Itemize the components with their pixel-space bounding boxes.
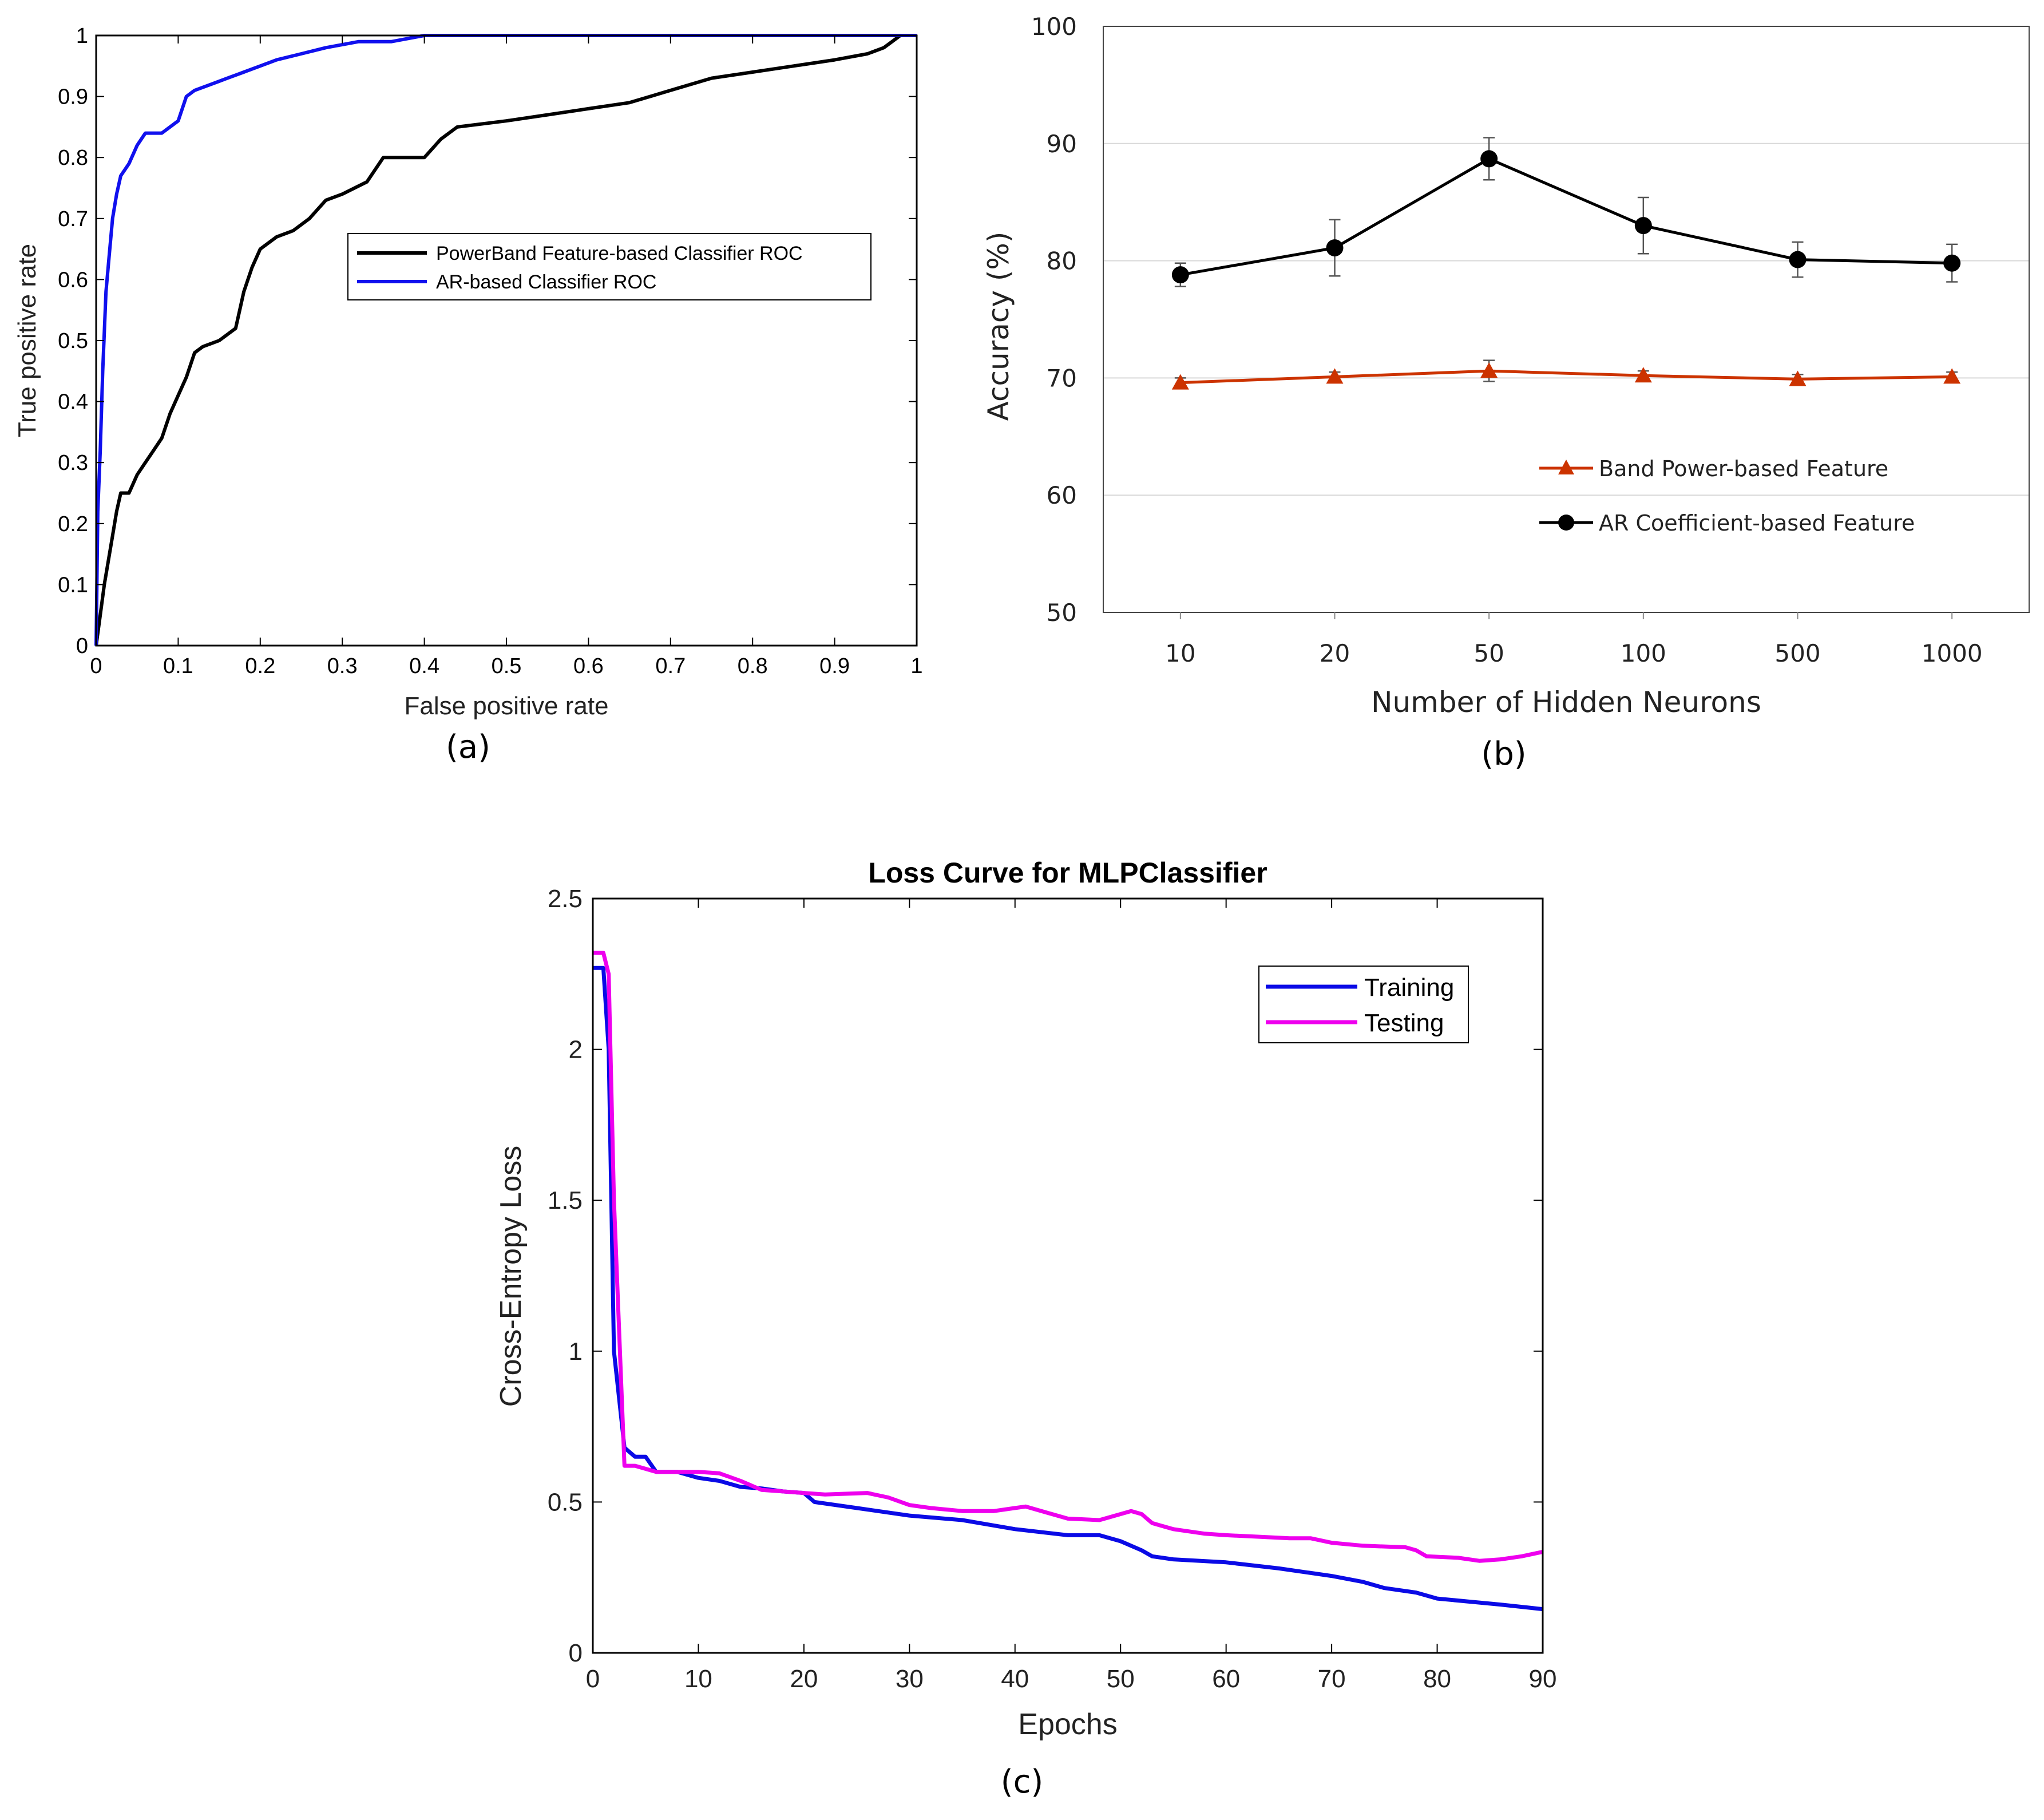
chart-a-y-tick-label: 0: [76, 634, 88, 658]
chart-b-y-tick-label: 80: [1047, 247, 1077, 275]
chart-a-x-tick-label: 0.2: [245, 654, 275, 678]
chart-b-accuracy: 50 60 70 80 90 100 10 20 50 100 500 1000 Band Power…: [982, 13, 2030, 773]
chart-b-y-tick-label: 90: [1047, 130, 1077, 158]
chart-b-x-tick-label: 20: [1320, 639, 1350, 667]
chart-c-legend: Training Testing: [1258, 966, 1469, 1043]
chart-a-x-tick-label: 0.3: [327, 654, 358, 678]
chart-c-x-tick-label: 30: [896, 1665, 924, 1693]
chart-b-point-ar-coefficient: [1943, 254, 1961, 272]
chart-b-point-band-power: [1326, 368, 1344, 384]
chart-b-y-tick-label: 60: [1047, 481, 1077, 509]
chart-a-y-tick-label: 0.1: [58, 573, 88, 597]
chart-c-y-axis-label: Cross-Entropy Loss: [494, 1146, 528, 1407]
chart-a-x-tick-label: 0.4: [409, 654, 439, 678]
chart-a-legend-box: [347, 233, 872, 300]
chart-a-y-tick-label: 1: [76, 24, 88, 48]
chart-b-legend-marker-band-power: [1558, 460, 1574, 474]
chart-c-y-tick-label: 2: [569, 1036, 583, 1064]
chart-b-legend: Band Power-based Feature AR Coefficient-…: [1539, 456, 1915, 536]
chart-c-y-tick-label: 0.5: [548, 1488, 583, 1516]
chart-a-x-tick-label: 1: [910, 654, 922, 678]
chart-c-x-tick-label: 70: [1318, 1665, 1346, 1693]
chart-a-series-powerband: [94, 34, 917, 646]
chart-c-y-tick-label: 0: [569, 1639, 583, 1667]
chart-b-point-band-power: [1789, 370, 1807, 386]
chart-b-point-band-power: [1171, 374, 1189, 390]
chart-c-x-tick-label: 90: [1529, 1665, 1557, 1693]
chart-b-point-band-power: [1943, 368, 1961, 384]
chart-a-x-tick-label: 0.7: [655, 654, 686, 678]
chart-b-series-band-power: [1180, 369, 1952, 385]
chart-a-x-tick-label: 0.8: [738, 654, 768, 678]
chart-b-y-tick-label: 50: [1047, 599, 1077, 627]
chart-a-roc: 0 0.1 0.2 0.3 0.4 0.5 0.6 0.7 0.8 0.9 1 0 0.1 0.2 0.3 0…: [13, 24, 923, 766]
chart-b-y-axis-label: Accuracy (%): [982, 232, 1015, 421]
panel-label-b: (b): [1481, 735, 1526, 773]
chart-a-y-tick-label: 0.2: [58, 512, 88, 536]
chart-a-legend-label-powerband: PowerBand Feature-based Classifier ROC: [436, 243, 803, 264]
chart-a-x-tick-label: 0: [90, 654, 102, 678]
chart-b-point-band-power: [1480, 362, 1498, 378]
chart-a-legend: PowerBand Feature-based Classifier ROC A…: [347, 233, 872, 300]
panel-label-c: (c): [1001, 1763, 1043, 1801]
chart-a-y-tick-label: 0.8: [58, 146, 88, 170]
chart-a-y-tick-label: 0.9: [58, 85, 88, 109]
chart-c-series-training: [593, 966, 1543, 1612]
chart-b-legend-label-ar-coefficient: AR Coefficient-based Feature: [1599, 511, 1915, 536]
chart-c-title: Loss Curve for MLPClassifier: [868, 857, 1267, 889]
chart-c-x-tick-label: 0: [586, 1665, 600, 1693]
chart-b-y-tick-label: 70: [1047, 364, 1077, 392]
chart-c-legend-label-training: Training: [1364, 974, 1454, 1002]
chart-c-plot-frame: [592, 897, 1544, 1654]
chart-a-y-tick-label: 0.6: [58, 268, 88, 292]
chart-b-point-ar-coefficient: [1326, 239, 1344, 257]
chart-a-y-axis-label: True positive rate: [13, 244, 41, 437]
chart-c-series-testing: [593, 951, 1543, 1563]
chart-b-x-tick-label: 1000: [1922, 639, 1983, 667]
chart-b-y-tick-label: 100: [1031, 13, 1077, 41]
chart-a-y-tick-label: 0.3: [58, 451, 88, 475]
chart-c-y-tick-label: 2.5: [548, 885, 583, 913]
chart-b-point-ar-coefficient: [1634, 217, 1652, 235]
chart-b-x-axis-label: Number of Hidden Neurons: [1371, 686, 1761, 719]
chart-b-x-tick-label: 500: [1774, 639, 1820, 667]
chart-b-point-ar-coefficient: [1480, 150, 1498, 168]
chart-a-y-tick-label: 0.7: [58, 207, 88, 231]
chart-a-x-tick-label: 0.9: [819, 654, 850, 678]
chart-b-x-tick-label: 100: [1621, 639, 1666, 667]
chart-c-x-tick-label: 10: [684, 1665, 712, 1693]
chart-b-series-ar-coefficient: [1180, 157, 1952, 276]
chart-b-point-ar-coefficient: [1171, 266, 1189, 284]
chart-a-x-tick-label: 0.5: [492, 654, 522, 678]
chart-a-legend-label-ar: AR-based Classifier ROC: [436, 271, 656, 293]
chart-c-x-tick-label: 60: [1212, 1665, 1240, 1693]
chart-b-x-tick-label: 10: [1165, 639, 1195, 667]
chart-c-x-tick-label: 50: [1107, 1665, 1135, 1693]
chart-c-x-tick-label: 80: [1423, 1665, 1451, 1693]
chart-b-legend-label-band-power: Band Power-based Feature: [1599, 456, 1888, 481]
chart-c-legend-box: [1258, 966, 1469, 1043]
chart-c-x-axis-label: Epochs: [1018, 1708, 1117, 1741]
chart-c-loss-curve: Loss Curve for MLPClassifier 0 10 20 30 40 50…: [494, 857, 1556, 1801]
chart-c-y-tick-label: 1.5: [548, 1186, 583, 1214]
chart-c-x-tick-label: 20: [790, 1665, 818, 1693]
chart-a-y-tick-label: 0.5: [58, 329, 88, 353]
chart-b-x-tick-label: 50: [1473, 639, 1504, 667]
panel-label-a: (a): [446, 729, 490, 766]
chart-b-point-band-power: [1634, 367, 1652, 383]
chart-a-x-tick-label: 0.6: [573, 654, 604, 678]
chart-b-legend-marker-ar-coefficient: [1558, 515, 1574, 531]
chart-c-y-tick-label: 1: [569, 1338, 583, 1366]
chart-a-y-tick-label: 0.4: [58, 390, 88, 414]
chart-a-x-axis-label: False positive rate: [404, 692, 608, 720]
chart-a-x-tick-label: 0.1: [163, 654, 193, 678]
chart-c-x-tick-label: 40: [1001, 1665, 1029, 1693]
chart-b-plot-frame: [1103, 26, 2030, 613]
chart-c-legend-label-testing: Testing: [1364, 1009, 1444, 1037]
chart-b-point-ar-coefficient: [1789, 251, 1807, 268]
